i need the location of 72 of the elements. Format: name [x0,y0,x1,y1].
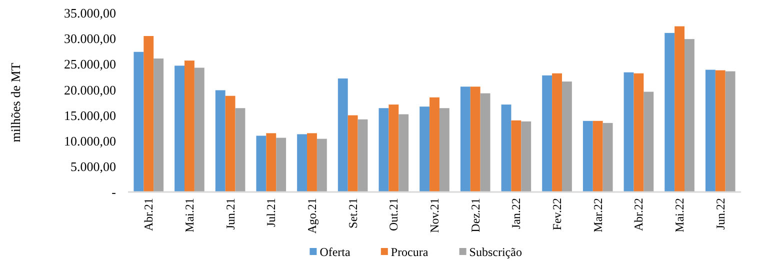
x-tick-label: Jun.21 [223,198,238,230]
bar [715,70,726,192]
bar [134,52,144,192]
bar [420,106,430,192]
bar [562,82,572,192]
bar [398,114,409,192]
bar [235,108,246,192]
y-tick-label: 5.000,00 [70,158,116,174]
bar [184,60,194,192]
bar [430,97,440,192]
bar [215,90,226,192]
bar [358,119,368,192]
bar [552,73,562,192]
x-tick-label: Jan.22 [509,198,524,229]
bar [705,70,716,192]
x-tick-label: Fev.22 [550,198,564,230]
x-tick-label: Mar.22 [590,198,605,232]
bar [634,73,644,192]
bar [480,93,490,192]
bar [674,26,685,192]
bar [154,58,164,192]
bar [276,138,286,192]
bar [388,104,399,192]
bar [644,92,654,192]
legend-label: Procura [390,245,429,259]
bar [225,96,236,192]
y-tick-label: - [112,184,116,200]
bar [582,120,593,192]
bar [144,36,154,192]
bar [307,133,317,192]
x-tick-label: Jul.21 [264,198,278,228]
y-tick-label: 30.000,00 [64,31,116,46]
bar [602,122,613,192]
bar [624,72,634,192]
bar [725,71,736,192]
y-tick-label: 10.000,00 [64,133,116,148]
x-tick-label: Ago.21 [304,198,319,234]
legend-label: Oferta [320,245,352,259]
x-tick-label: Abr.21 [142,198,156,231]
y-tick-label: 15.000,00 [64,108,116,123]
bar [470,86,480,192]
y-tick-label: 20.000,00 [64,82,116,98]
bar [542,75,552,192]
x-tick-label: Jun.22 [713,198,728,230]
y-tick-label: 25.000,00 [64,56,116,72]
bar [338,78,348,192]
y-tick-label: 35.000,00 [64,6,116,21]
x-tick-label: Nov.21 [428,198,442,233]
bar [174,66,184,192]
bar [378,108,389,192]
bar [521,121,532,192]
bar [460,86,470,192]
x-tick-label: Set.21 [346,198,360,228]
bar [266,133,276,192]
x-tick-label: Mai.22 [672,198,687,232]
bar [684,39,694,192]
bar [256,136,266,192]
y-axis-title: milhões de MT [8,62,23,142]
bar [316,138,327,192]
bar [501,104,512,192]
x-tick-label: Mai.21 [182,198,196,232]
bar [194,68,204,192]
bar [348,115,358,192]
bar [511,120,522,192]
x-tick-label: Dez.21 [468,198,482,232]
x-tick-label: Abr.22 [632,198,646,231]
bar [664,32,675,192]
bar [439,108,450,192]
x-tick-label: Out.21 [386,198,401,231]
bar [592,120,603,192]
legend-label: Subscrição [469,245,522,259]
bar [297,134,308,192]
